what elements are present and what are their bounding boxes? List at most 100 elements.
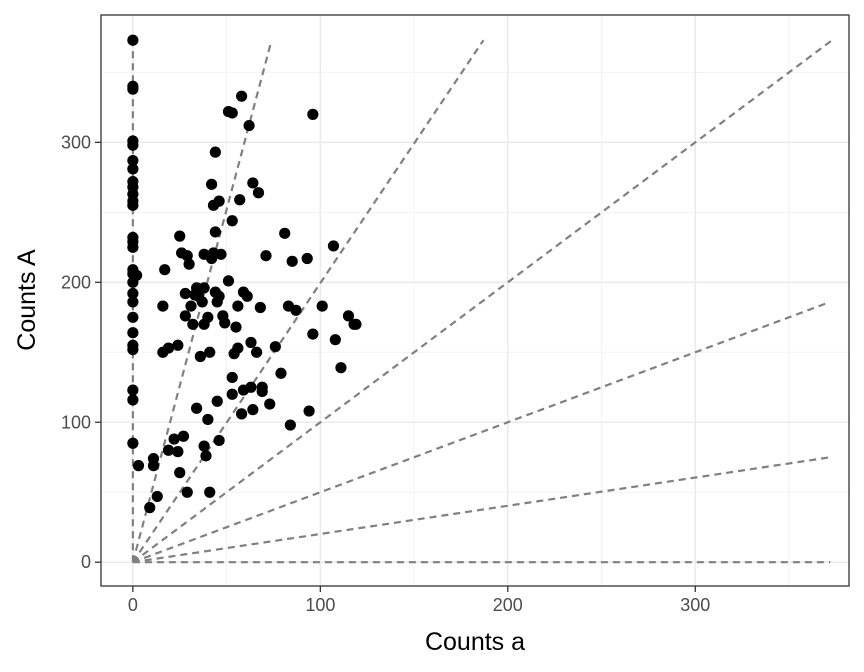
data-point	[303, 405, 315, 417]
data-point	[127, 154, 139, 167]
data-point	[162, 342, 175, 354]
data-point	[172, 339, 184, 351]
data-point	[179, 287, 191, 300]
data-point	[209, 146, 221, 158]
data-point	[269, 341, 281, 353]
data-point	[183, 258, 195, 270]
data-point	[168, 433, 180, 445]
data-point	[254, 301, 266, 314]
reference-line	[131, 39, 485, 563]
data-point	[127, 437, 139, 449]
data-point	[284, 419, 296, 431]
data-point	[213, 290, 225, 302]
data-point	[350, 318, 362, 330]
x-axis-ticks: 0 100 200 300	[128, 586, 710, 615]
data-point	[213, 434, 225, 447]
data-point	[245, 336, 257, 349]
reference-line	[132, 302, 827, 564]
data-point	[172, 446, 184, 458]
data-point	[174, 230, 186, 242]
data-point	[177, 430, 190, 442]
data-point	[127, 287, 139, 300]
data-point	[127, 139, 139, 151]
data-point	[198, 440, 210, 452]
data-point	[243, 119, 255, 132]
data-point	[252, 187, 265, 199]
data-point	[202, 413, 214, 426]
data-point	[127, 34, 139, 46]
data-point	[151, 490, 163, 503]
data-point	[232, 342, 244, 354]
data-point	[127, 327, 139, 339]
data-point	[127, 241, 139, 253]
data-point	[215, 248, 227, 260]
data-point	[202, 311, 214, 323]
data-point	[198, 282, 210, 294]
y-tick-label: 0	[81, 552, 91, 572]
data-point	[204, 346, 216, 358]
data-point	[234, 194, 246, 206]
panel-border	[100, 14, 850, 587]
data-point	[232, 300, 244, 312]
data-point	[127, 311, 139, 323]
data-point	[275, 367, 287, 379]
data-point	[174, 467, 186, 479]
data-point	[329, 334, 341, 346]
data-point	[185, 300, 197, 312]
x-tick-label: 0	[128, 595, 138, 615]
data-point	[209, 226, 221, 238]
data-point	[307, 108, 319, 120]
data-point	[127, 343, 139, 356]
data-point	[204, 486, 216, 498]
y-tick-label: 200	[61, 272, 91, 292]
data-point	[127, 296, 139, 308]
x-tick-label: 200	[493, 595, 523, 615]
data-point	[219, 317, 231, 329]
data-point	[147, 453, 160, 465]
data-point	[181, 250, 193, 262]
data-point	[127, 83, 139, 95]
reference-line	[132, 39, 833, 564]
data-point	[187, 318, 199, 330]
major-gridlines	[101, 15, 849, 586]
data-point	[230, 321, 242, 333]
data-point	[260, 250, 272, 262]
data-points	[127, 34, 362, 514]
data-point	[264, 398, 276, 410]
data-point	[327, 240, 340, 252]
data-point	[245, 381, 257, 393]
y-tick-label: 300	[61, 132, 91, 152]
data-point	[131, 269, 143, 281]
data-point	[222, 275, 235, 287]
data-point	[157, 300, 169, 312]
data-point	[247, 177, 259, 189]
data-point	[127, 394, 139, 406]
data-point	[342, 310, 355, 322]
data-point	[256, 381, 268, 393]
data-point	[194, 350, 206, 363]
reference-line	[132, 456, 831, 564]
data-point	[127, 163, 139, 175]
data-point	[316, 300, 328, 312]
data-point	[191, 402, 203, 414]
data-point	[247, 404, 259, 416]
data-point	[179, 310, 191, 322]
y-axis-ticks: 0 100 200 300	[61, 132, 101, 572]
data-point	[279, 227, 291, 239]
y-axis-title: Counts A	[13, 249, 41, 351]
x-tick-label: 100	[305, 595, 335, 615]
data-point	[241, 290, 253, 302]
data-point	[181, 486, 193, 498]
data-point	[211, 395, 223, 407]
data-point	[226, 107, 238, 119]
data-point	[236, 90, 248, 102]
y-tick-label: 100	[61, 412, 91, 432]
data-point	[226, 215, 238, 227]
data-point	[196, 296, 208, 308]
data-point	[213, 195, 225, 207]
data-point	[286, 255, 298, 267]
x-tick-label: 300	[680, 595, 710, 615]
data-point	[250, 346, 263, 358]
data-point	[301, 252, 313, 265]
